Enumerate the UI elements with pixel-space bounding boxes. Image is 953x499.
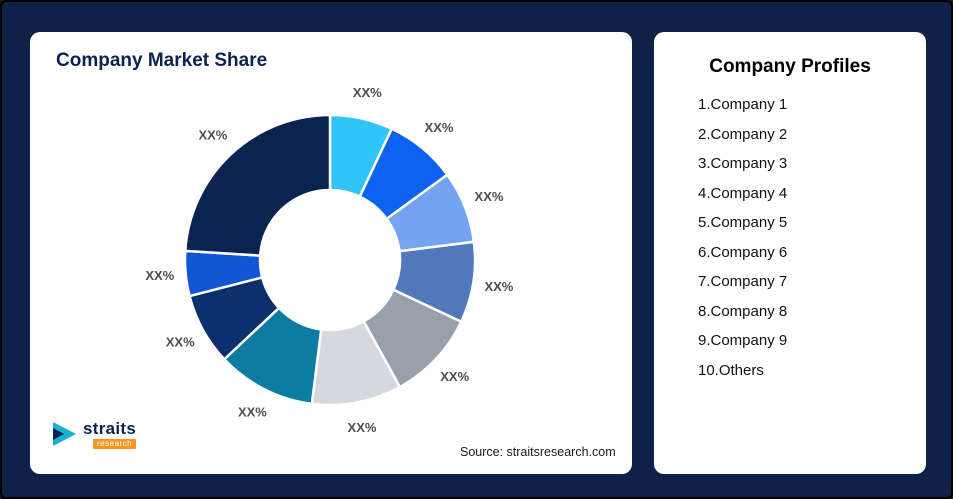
- profile-list-item: 3.Company 3: [698, 155, 788, 172]
- donut-slice-label: XX%: [425, 120, 454, 135]
- market-share-card: Company Market Share XX% XX% XX% XX% XX% XX% X…: [30, 32, 632, 474]
- donut-slice-label: XX%: [166, 334, 195, 349]
- donut-slice-label: XX%: [238, 404, 267, 419]
- straits-logo-icon: [53, 422, 76, 446]
- profile-list-item: 2.Company 2: [698, 125, 788, 143]
- market-share-donut: XX% XX% XX% XX% XX% XX% XX% XX% XX% XX%: [145, 85, 513, 435]
- donut-slice-label: XX%: [440, 369, 469, 384]
- profile-list-item: 5.Company 5: [698, 214, 788, 231]
- profile-list-item: 4.Company 4: [698, 184, 788, 202]
- chart-title: Company Market Share: [56, 50, 268, 71]
- profiles-title: Company Profiles: [709, 56, 871, 77]
- profile-list-item: 7.Company 7: [698, 273, 788, 290]
- company-profiles-card: Company Profiles 1.Company 1 2.Company 2…: [654, 32, 926, 474]
- profile-list-item: 8.Company 8: [698, 302, 788, 320]
- donut-slice-label: XX%: [348, 420, 377, 435]
- donut-slice-label: XX%: [484, 279, 513, 294]
- straits-research-logo: straits research: [52, 419, 137, 450]
- donut-slice-label: XX%: [198, 127, 227, 142]
- donut-slice-label: XX%: [353, 85, 382, 100]
- profiles-list: 1.Company 1 2.Company 2 3.Company 3 4.Co…: [698, 96, 926, 379]
- donut-slice-label: XX%: [145, 268, 174, 283]
- profile-list-item: 1.Company 1: [698, 96, 788, 113]
- logo-text-block: straits research: [83, 419, 137, 449]
- source-note: Source: straitsresearch.com: [460, 445, 616, 459]
- logo-subtitle: research: [93, 439, 137, 449]
- donut-slice-others: [184, 113, 332, 257]
- profile-list-item: 6.Company 6: [698, 243, 788, 261]
- donut-slice-label: XX%: [475, 189, 504, 204]
- profile-list-item: 10.Others: [698, 361, 764, 379]
- logo-name: straits: [83, 419, 137, 438]
- profile-list-item: 9.Company 9: [698, 332, 788, 349]
